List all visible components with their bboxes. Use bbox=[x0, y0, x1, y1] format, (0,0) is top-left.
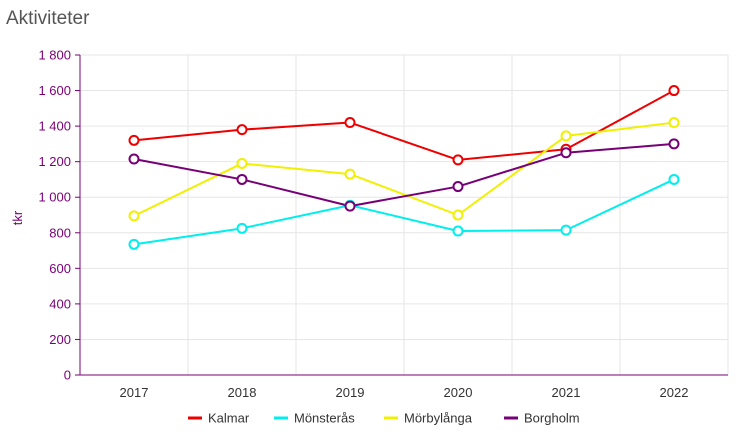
axes bbox=[75, 54, 728, 376]
x-tick-label: 2018 bbox=[228, 385, 257, 400]
x-tick-label: 2017 bbox=[120, 385, 149, 400]
y-tick-label: 0 bbox=[64, 368, 71, 383]
y-tick-labels: 0 200 400 600 800 1 000 1 200 1 400 1 600 1 800 bbox=[38, 48, 71, 383]
grid bbox=[80, 54, 729, 375]
series-line bbox=[133, 121, 675, 217]
x-tick-label: 2019 bbox=[336, 385, 365, 400]
y-tick-label: 1 600 bbox=[38, 83, 71, 98]
data-point[interactable] bbox=[668, 173, 680, 185]
y-tick-label: 600 bbox=[49, 261, 71, 276]
data-point[interactable] bbox=[668, 85, 680, 97]
legend[interactable]: Kalmar Mönsterås Mörbylånga Borgholm bbox=[188, 411, 580, 426]
data-point[interactable] bbox=[452, 154, 464, 166]
legend-label: Mörbylånga bbox=[404, 411, 473, 426]
data-point[interactable] bbox=[344, 117, 356, 129]
legend-item[interactable]: Mönsterås bbox=[274, 411, 355, 426]
data-point[interactable] bbox=[344, 200, 356, 212]
data-point[interactable] bbox=[128, 238, 140, 250]
legend-label: Kalmar bbox=[208, 411, 250, 426]
x-tick-label: 2020 bbox=[444, 385, 473, 400]
data-point[interactable] bbox=[560, 224, 572, 236]
legend-label: Mönsterås bbox=[294, 411, 355, 426]
legend-item[interactable]: Borgholm bbox=[504, 411, 580, 426]
y-tick-label: 400 bbox=[49, 296, 71, 311]
legend-item[interactable]: Kalmar bbox=[188, 411, 250, 426]
data-point[interactable] bbox=[344, 168, 356, 180]
legend-label: Borgholm bbox=[524, 411, 580, 426]
series-line bbox=[133, 89, 675, 161]
data-point[interactable] bbox=[560, 130, 572, 142]
data-point[interactable] bbox=[668, 117, 680, 129]
chart-title: Aktiviteter bbox=[6, 8, 90, 29]
legend-item[interactable]: Mörbylånga bbox=[384, 411, 473, 426]
series-line bbox=[133, 178, 675, 246]
y-tick-label: 1 000 bbox=[38, 190, 71, 205]
data-point[interactable] bbox=[452, 209, 464, 221]
y-tick-label: 1 200 bbox=[38, 154, 71, 169]
y-tick-label: 1 400 bbox=[38, 119, 71, 134]
data-point[interactable] bbox=[236, 157, 248, 169]
x-tick-labels: 2017 2018 2019 2020 2021 2022 bbox=[120, 385, 689, 400]
data-point[interactable] bbox=[452, 181, 464, 193]
data-point[interactable] bbox=[560, 147, 572, 159]
data-point[interactable] bbox=[236, 173, 248, 185]
series-line bbox=[133, 142, 675, 208]
x-tick-label: 2022 bbox=[660, 385, 689, 400]
y-tick-label: 1 800 bbox=[38, 48, 71, 63]
data-point[interactable] bbox=[236, 222, 248, 234]
data-point[interactable] bbox=[128, 134, 140, 146]
series-lines bbox=[128, 85, 680, 250]
data-point[interactable] bbox=[236, 124, 248, 136]
x-tick-label: 2021 bbox=[552, 385, 581, 400]
data-point[interactable] bbox=[452, 225, 464, 237]
data-point[interactable] bbox=[128, 210, 140, 222]
data-point[interactable] bbox=[668, 138, 680, 150]
y-tick-label: 200 bbox=[49, 332, 71, 347]
y-axis-label: tkr bbox=[10, 210, 25, 225]
y-tick-label: 800 bbox=[49, 225, 71, 240]
data-point[interactable] bbox=[128, 153, 140, 165]
